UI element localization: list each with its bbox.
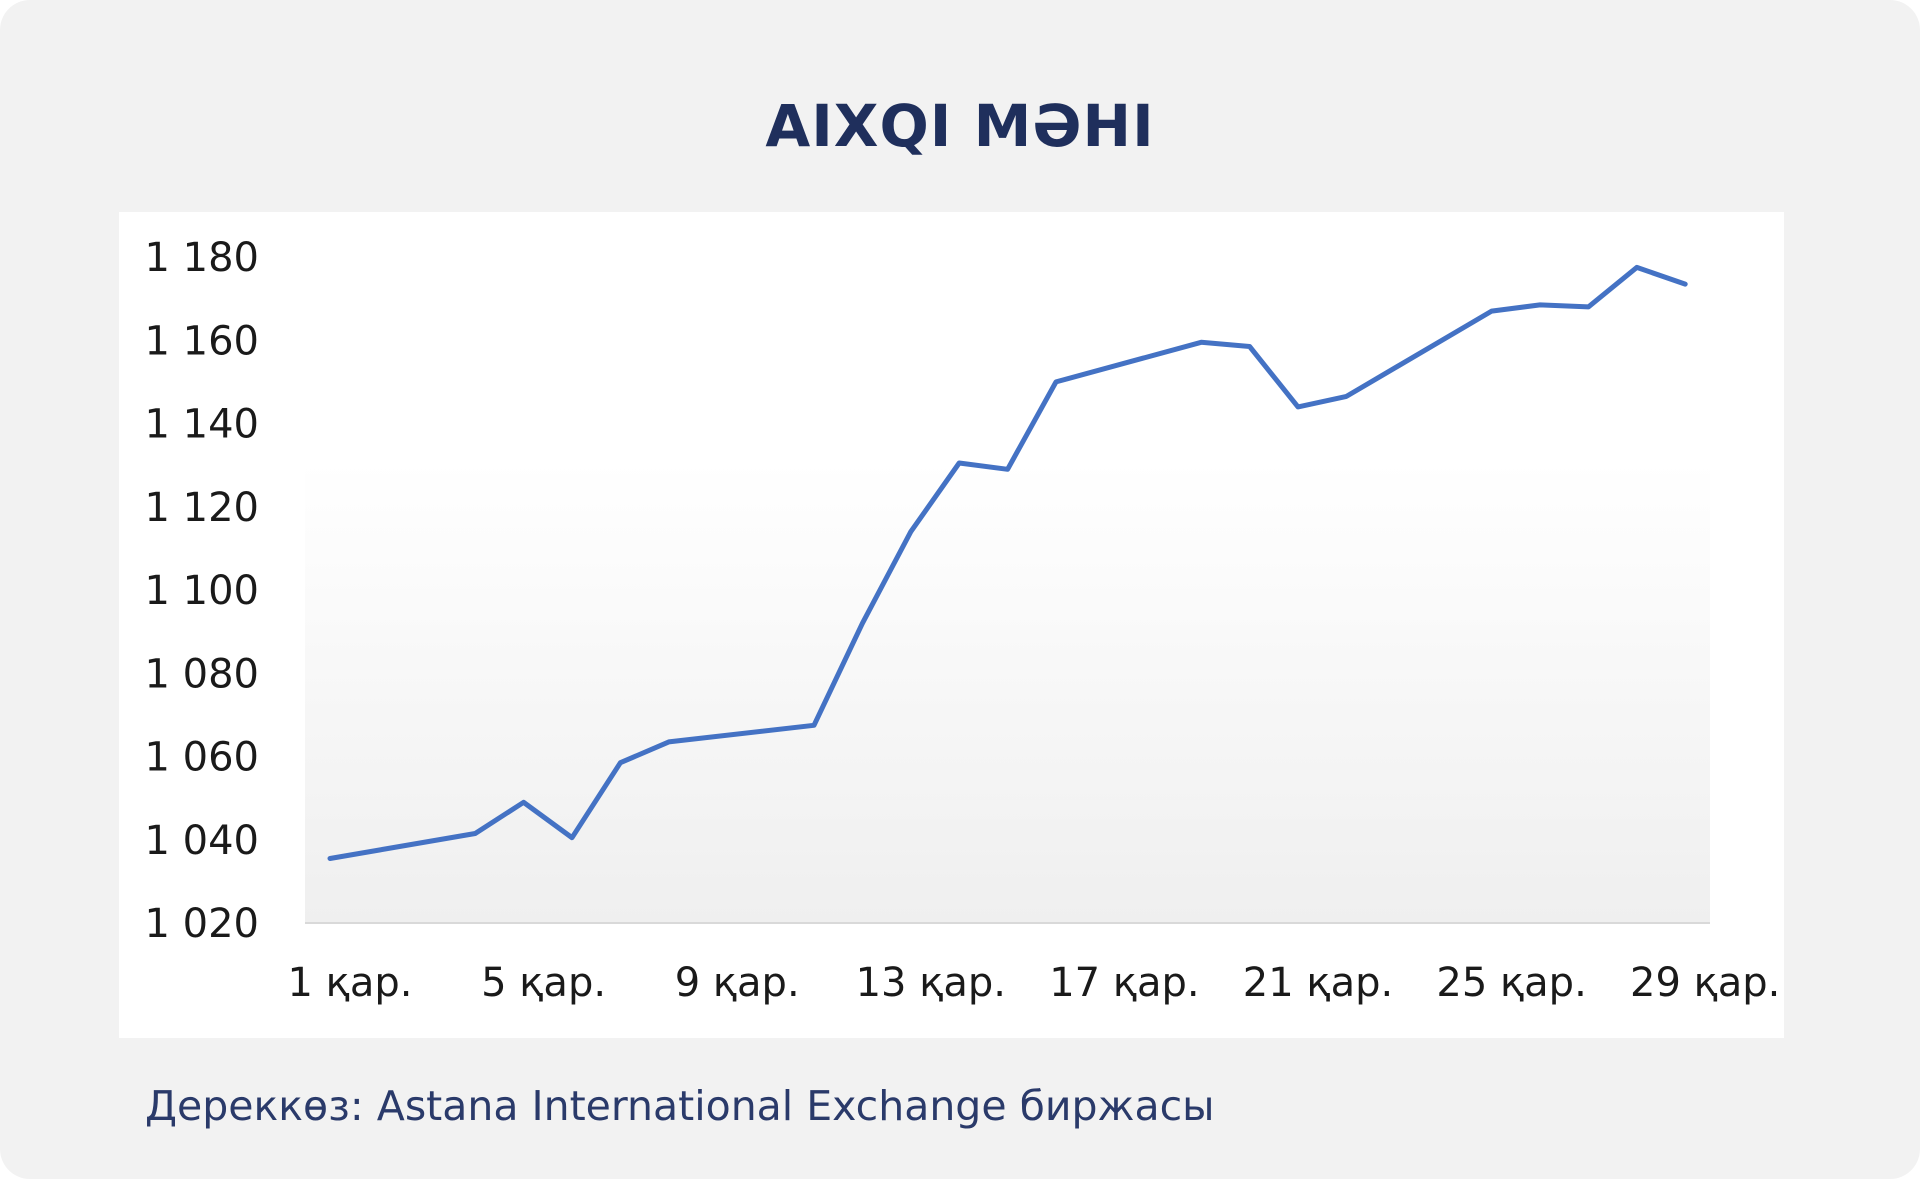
plot-area: [305, 462, 1710, 922]
y-tick-label: 1 080: [144, 651, 259, 697]
y-tick-label: 1 160: [144, 318, 259, 364]
x-tick-label: 5 қар.: [481, 960, 606, 1006]
y-tick-label: 1 040: [144, 818, 259, 864]
y-tick-label: 1 100: [144, 568, 259, 614]
y-tick-label: 1 120: [144, 485, 259, 531]
x-tick-label: 9 қар.: [675, 960, 800, 1006]
line-chart: 1 020 1 040 1 060 1 080 1 100 1 120 1 140 1 160…: [144, 235, 1781, 1006]
x-tick-label: 29 қар.: [1630, 960, 1780, 1006]
y-axis-tick-labels: 1 020 1 040 1 060 1 080 1 100 1 120 1 140 1 160…: [144, 235, 259, 947]
series-layer: [327, 264, 1688, 861]
x-tick-label: 13 қар.: [856, 960, 1006, 1006]
plot-panel: 1 020 1 040 1 060 1 080 1 100 1 120 1 140 1 160…: [119, 212, 1784, 1038]
series-line: [327, 264, 1688, 861]
x-tick-label: 21 қар.: [1243, 960, 1393, 1006]
chart-title: AIXQI МӘНІ: [765, 92, 1155, 160]
y-tick-label: 1 140: [144, 402, 259, 448]
y-tick-label: 1 180: [144, 235, 259, 281]
y-tick-label: 1 060: [144, 735, 259, 781]
y-tick-label: 1 020: [144, 901, 259, 947]
x-axis-tick-labels: 1 қар. 5 қар. 9 қар. 13 қар. 17 қар. 21 қар. 2…: [288, 960, 1781, 1006]
x-tick-label: 17 қар.: [1049, 960, 1199, 1006]
x-tick-label: 25 қар.: [1436, 960, 1586, 1006]
source-note: Дереккөз: Astana International Exchange …: [145, 1082, 1215, 1130]
x-tick-label: 1 қар.: [288, 960, 413, 1006]
